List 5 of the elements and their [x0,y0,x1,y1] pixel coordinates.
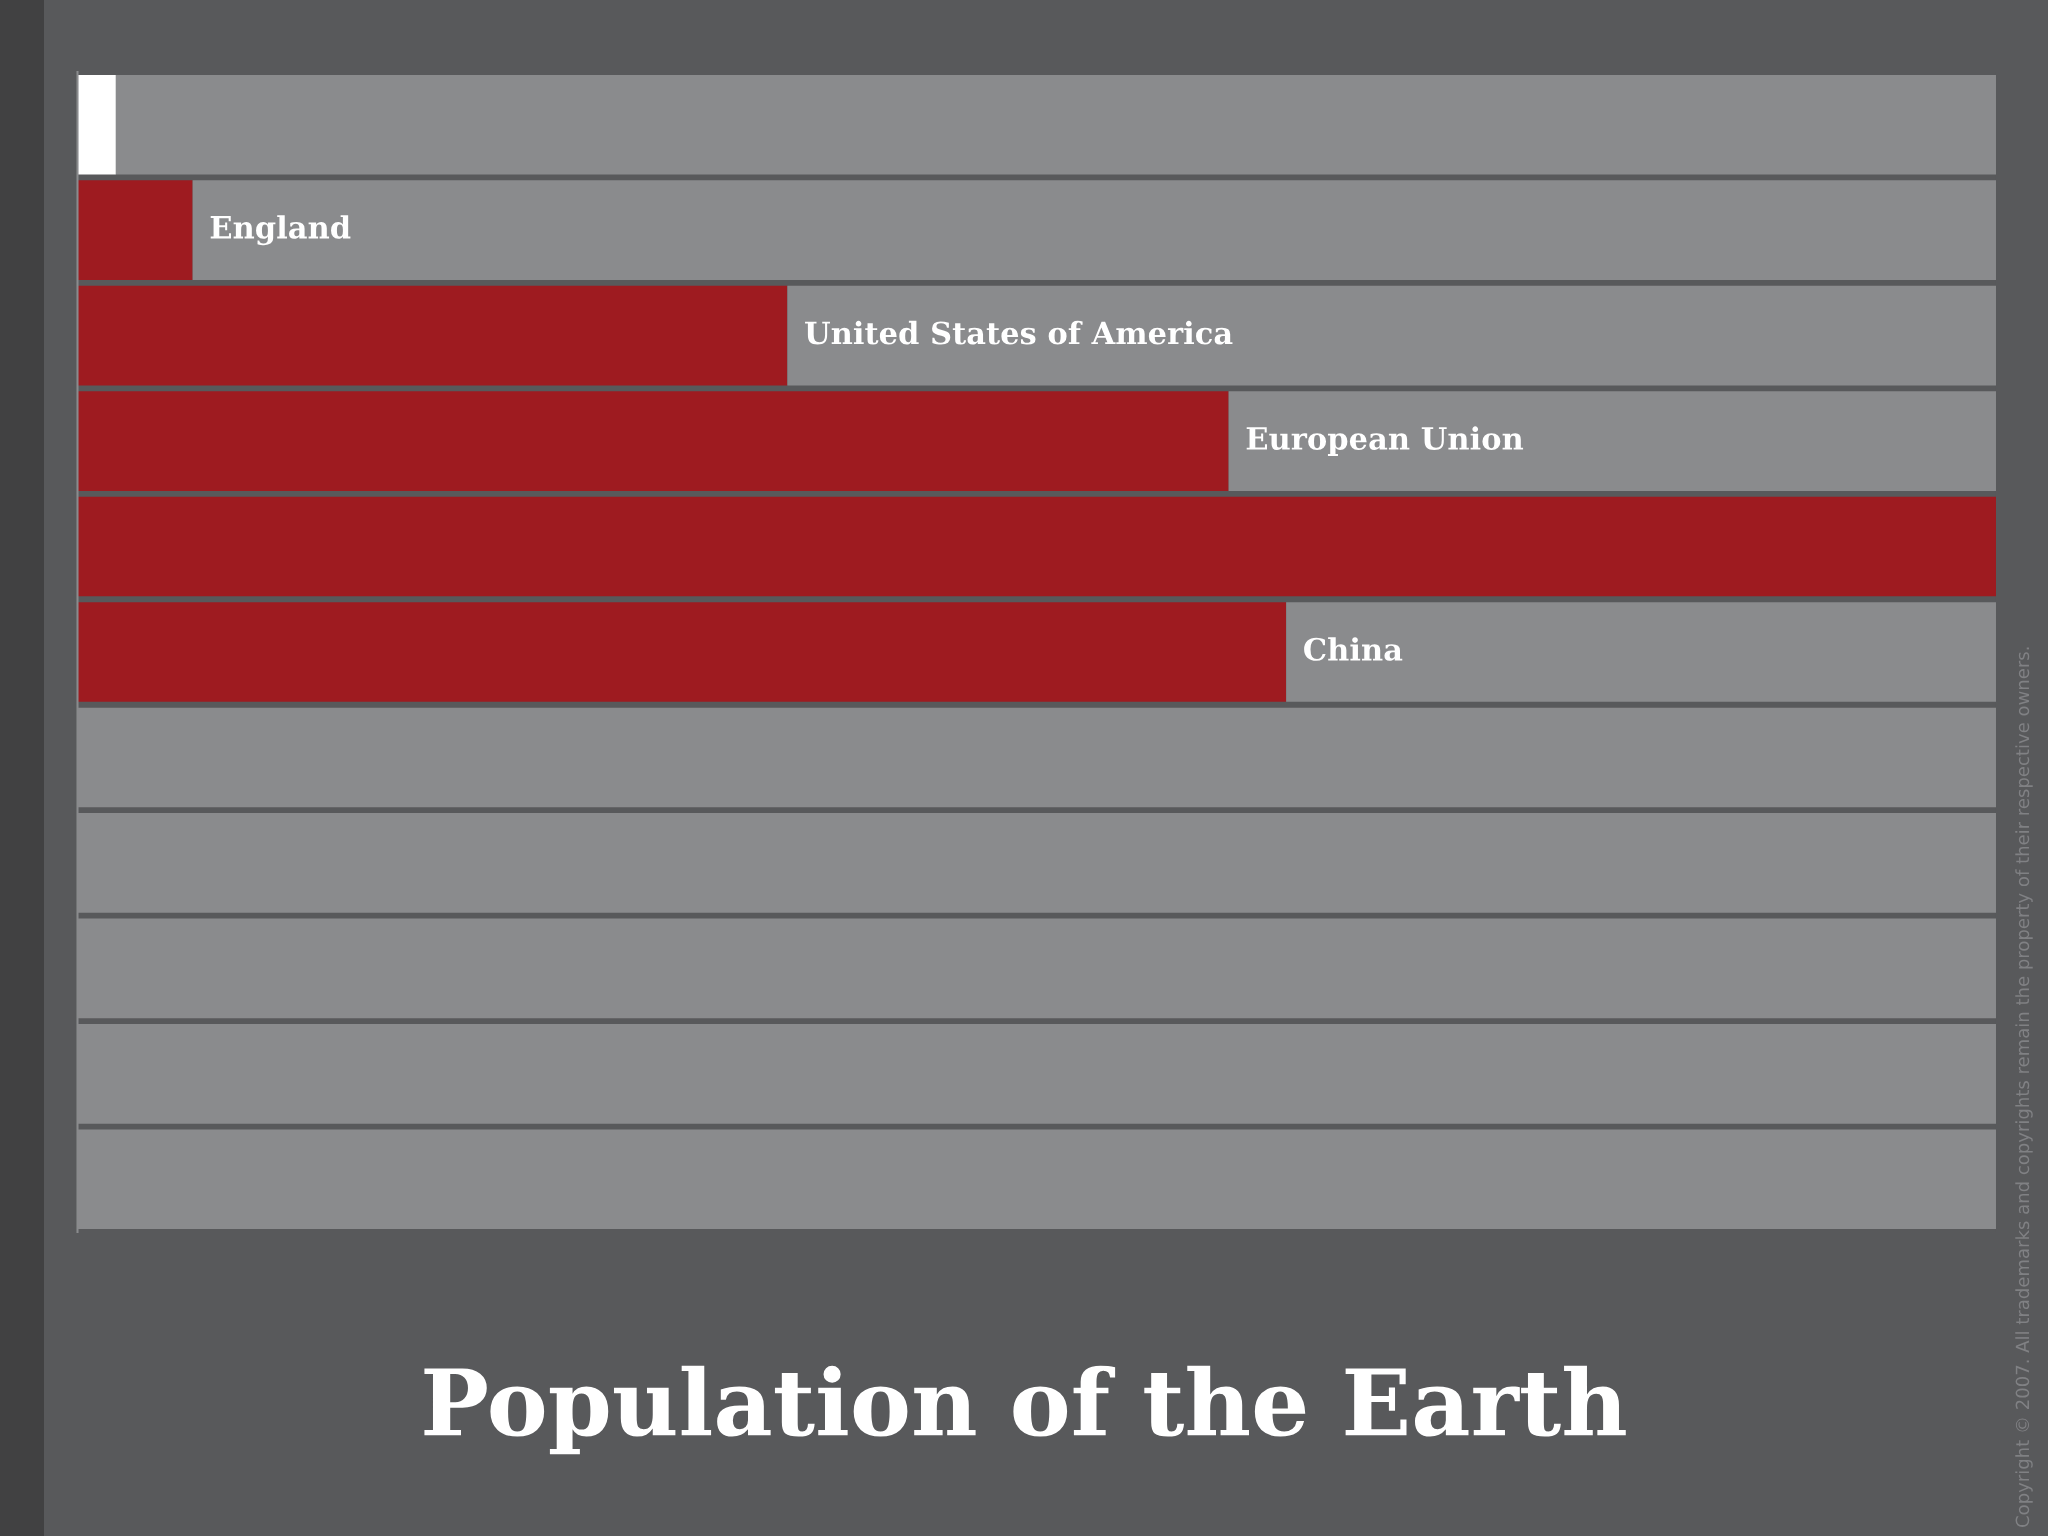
text: Population of the Earth [424,1365,1626,1455]
y-tick-label: European Union [1246,426,1524,456]
y-tick-label: United States of America [805,320,1233,345]
y-tick-label: England [210,215,351,246]
y-tick-label: China [1304,637,1403,661]
